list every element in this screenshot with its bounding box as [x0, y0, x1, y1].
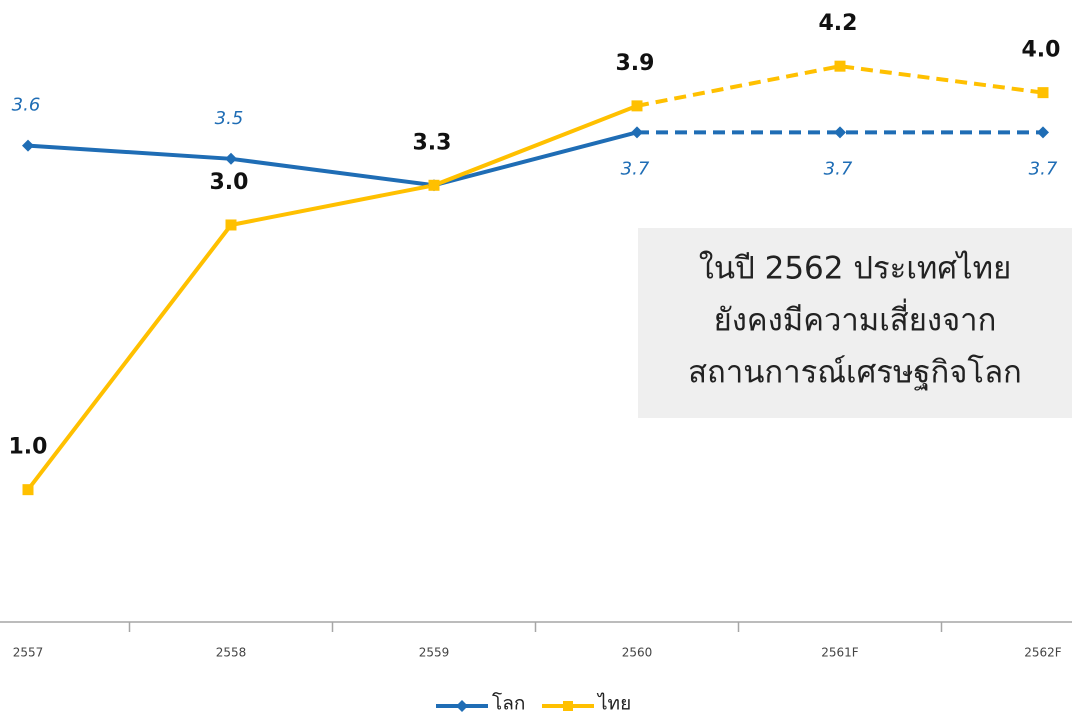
data-label: 3.3 — [413, 130, 452, 155]
series-line — [27, 130, 638, 188]
marker — [631, 126, 643, 139]
annotation-box — [638, 228, 1072, 418]
data-label: 4.0 — [1022, 38, 1061, 63]
annotation-line: ยังคงมีความเสี่ยงจาก — [714, 299, 997, 339]
series-line — [636, 64, 1044, 108]
data-label: 3.0 — [210, 170, 249, 195]
legend-label: ไทย — [596, 693, 631, 715]
data-label: 4.2 — [819, 11, 858, 36]
annotation-line: สถานการณ์เศรษฐกิจโลก — [688, 355, 1022, 391]
marker — [834, 60, 846, 72]
series-line — [26, 104, 638, 491]
marker — [428, 179, 440, 191]
data-label: 3.5 — [215, 108, 244, 129]
x-tick-label: 2560 — [622, 646, 653, 660]
marker — [22, 139, 34, 152]
data-label: 3.9 — [616, 51, 655, 76]
legend-marker — [456, 700, 468, 712]
x-tick-label: 2562F — [1024, 646, 1062, 660]
data-label: 3.6 — [12, 95, 41, 116]
marker — [631, 100, 643, 112]
marker — [834, 126, 846, 139]
x-tick-label: 2558 — [216, 646, 247, 660]
marker — [225, 219, 237, 231]
x-tick-label: 2559 — [419, 646, 450, 660]
x-tick-label: 2557 — [13, 646, 44, 660]
marker — [1037, 87, 1049, 99]
x-tick-label: 2561F — [821, 646, 859, 660]
marker — [1037, 126, 1049, 139]
legend-marker — [563, 701, 573, 711]
data-label: 3.7 — [621, 158, 650, 179]
marker — [22, 484, 34, 496]
data-label: 3.7 — [1029, 158, 1058, 179]
data-label: 3.7 — [824, 158, 853, 179]
legend-label: โลก — [492, 692, 525, 715]
data-label: 1.0 — [9, 435, 48, 460]
annotation-line: ในปี 2562 ประเทศไทย — [699, 251, 1011, 287]
marker — [225, 152, 237, 165]
